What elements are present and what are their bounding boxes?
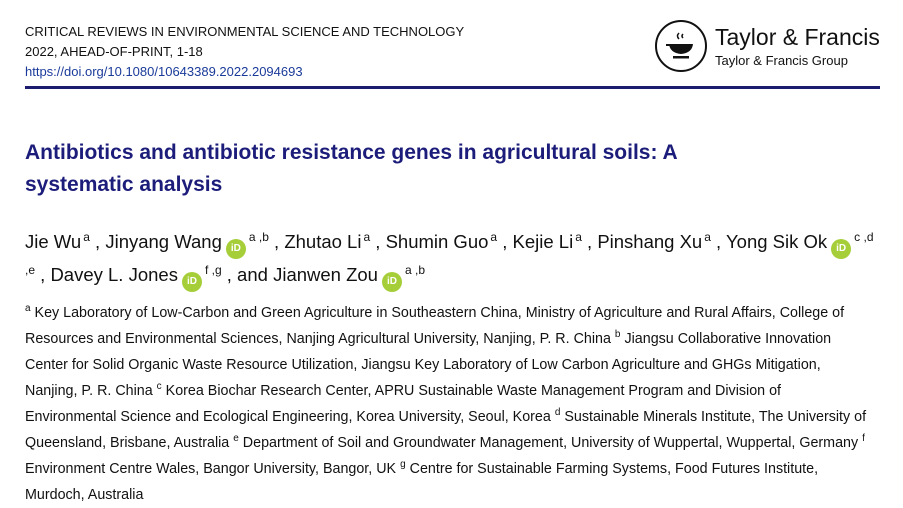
affiliation-text: Department of Soil and Groundwater Manag… — [242, 435, 859, 451]
author-name[interactable]: Yong Sik Ok — [726, 231, 828, 252]
author[interactable]: Jie Wu a , — [25, 231, 105, 252]
affiliation: g Centre for Sustainable Farming Systems… — [25, 459, 819, 504]
header-divider — [25, 86, 880, 89]
journal-header: CRITICAL REVIEWS IN ENVIRONMENTAL SCIENC… — [25, 22, 464, 82]
author-name[interactable]: Zhutao Li — [284, 231, 362, 252]
author-name[interactable]: Jinyang Wang — [105, 231, 222, 252]
affiliation-marker: f — [862, 433, 865, 444]
affiliation-marker: g — [400, 459, 406, 470]
article-title: Antibiotics and antibiotic resistance ge… — [25, 141, 677, 196]
affiliation-marker: d — [554, 407, 561, 418]
author-separator: , — [268, 231, 280, 252]
publisher-name: Taylor & Francis — [715, 24, 880, 50]
orcid-icon[interactable]: iD — [381, 272, 402, 292]
affiliation: a Key Laboratory of Low-Carbon and Green… — [25, 303, 845, 348]
author-separator: , — [35, 264, 46, 285]
affiliation-text: Jiangsu Collaborative Innovation Center … — [25, 331, 832, 399]
publisher-group: Taylor & Francis Group — [715, 53, 848, 68]
author-separator: , — [89, 231, 101, 252]
affiliation: f Environment Centre Wales, Bangor Unive… — [25, 433, 865, 478]
affiliation-text: Sustainable Minerals Institute, The Univ… — [25, 409, 867, 451]
affiliation-marker: e — [233, 433, 239, 444]
author-name[interactable]: Shumin Guo — [385, 231, 489, 252]
affiliation-text: Key Laboratory of Low-Carbon and Green A… — [25, 305, 845, 347]
author[interactable]: Pinshang Xu a , — [597, 231, 726, 252]
author-affiliation-marker: a — [575, 230, 582, 244]
orcid-icon[interactable]: iD — [225, 239, 246, 259]
author-list: Jie Wu a , Jinyang Wang iDa ,b , Zhutao Li… — [25, 226, 875, 292]
author[interactable]: Jianwen Zou iDa ,b — [273, 263, 425, 292]
doi-link[interactable]: https://doi.org/10.1080/10643389.2022.20… — [25, 64, 303, 79]
affiliation-marker: a — [25, 303, 31, 314]
author-separator: , — [581, 231, 593, 252]
author[interactable]: Jinyang Wang iDa ,b , — [105, 230, 284, 259]
author-separator: , and — [221, 264, 268, 285]
author-name[interactable]: Davey L. Jones — [50, 264, 178, 285]
author-affiliation-marker: a — [363, 230, 371, 244]
journal-issue: 2022, AHEAD-OF-PRINT, 1-18 — [25, 44, 203, 59]
author-affiliation-marker: a ,b — [248, 230, 269, 244]
affiliation: d Sustainable Minerals Institute, The Un… — [25, 407, 867, 452]
author-separator: , — [497, 231, 508, 252]
affiliations: a Key Laboratory of Low-Carbon and Green… — [25, 300, 875, 508]
author-affiliation-marker: a ,b — [404, 263, 425, 277]
author-separator: , — [370, 231, 381, 252]
author[interactable]: Kejie Li a , — [513, 231, 598, 252]
author-affiliation-marker: a — [704, 230, 711, 244]
author-separator: , — [710, 231, 722, 252]
author[interactable]: Shumin Guo a , — [386, 231, 513, 252]
journal-name: CRITICAL REVIEWS IN ENVIRONMENTAL SCIENC… — [25, 24, 465, 39]
author[interactable]: Zhutao Li a , — [284, 231, 385, 252]
affiliation-text: Centre for Sustainable Farming Systems, … — [25, 461, 819, 503]
affiliation-text: Korea Biochar Research Center, APRU Sust… — [25, 383, 781, 425]
affiliation: e Department of Soil and Groundwater Man… — [233, 433, 862, 452]
author-affiliation-marker: a — [490, 230, 498, 244]
teacup-lamp-logo-icon — [655, 20, 707, 72]
author-name[interactable]: Jianwen Zou — [273, 264, 378, 285]
author-affiliation-marker: a — [83, 230, 90, 244]
affiliation-marker: b — [614, 329, 621, 340]
author[interactable]: Davey L. Jones iDf ,g , and — [50, 263, 273, 292]
publisher-logo: Taylor & Francis Taylor & Francis Group — [655, 20, 880, 72]
affiliation-text: Environment Centre Wales, Bangor Univers… — [25, 461, 397, 477]
author[interactable]: Yong Sik Ok iDc ,d ,e , — [25, 231, 874, 285]
author-affiliation-marker: c ,d ,e — [25, 230, 874, 277]
affiliation: c Korea Biochar Research Center, APRU Su… — [25, 381, 781, 426]
affiliation-marker: c — [156, 381, 162, 392]
author-name[interactable]: Kejie Li — [512, 231, 574, 252]
orcid-icon[interactable]: iD — [181, 272, 202, 292]
author-name[interactable]: Pinshang Xu — [597, 231, 703, 252]
author-name[interactable]: Jie Wu — [25, 231, 82, 252]
author-affiliation-marker: f ,g — [204, 263, 222, 277]
orcid-icon[interactable]: iD — [831, 239, 852, 259]
affiliation: b Jiangsu Collaborative Innovation Cente… — [25, 329, 832, 400]
